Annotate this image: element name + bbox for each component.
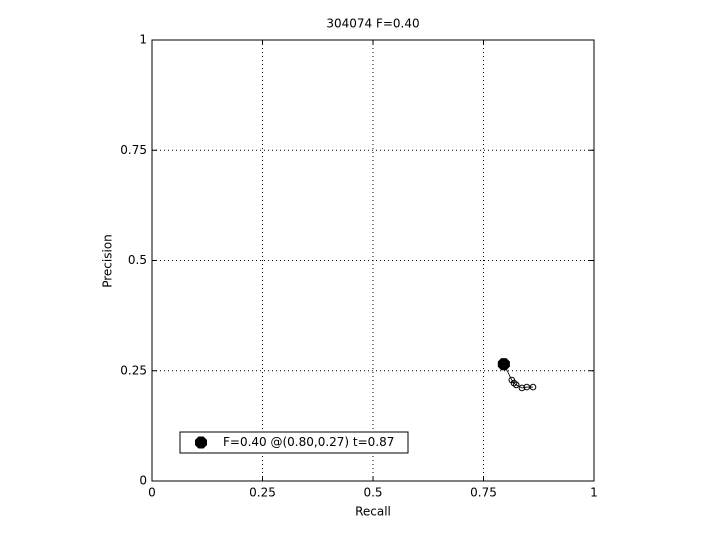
chart-title: 304074 F=0.40	[326, 17, 419, 31]
point	[523, 383, 531, 391]
best-point	[497, 358, 510, 371]
point	[512, 381, 520, 389]
x-axis-label: Recall	[355, 505, 391, 519]
plot-frame	[151, 39, 595, 482]
y-tick-label: 0	[139, 474, 147, 488]
y-tick-label: 0.75	[120, 143, 147, 157]
y-tick-label: 0.5	[128, 253, 147, 267]
y-axis-label: Precision	[101, 234, 115, 288]
point	[518, 384, 526, 392]
point	[529, 383, 537, 391]
x-tick-label: 0	[148, 486, 156, 500]
x-tick-label: 1	[590, 486, 598, 500]
x-tick-label: 0.75	[470, 486, 497, 500]
y-tick-label: 1	[139, 33, 147, 47]
legend-marker	[195, 436, 207, 449]
x-tick-label: 0.5	[363, 486, 382, 500]
legend-label: F=0.40 @(0.80,0.27) t=0.87	[223, 435, 394, 449]
legend-box	[179, 431, 409, 454]
x-tick-label: 0.25	[249, 486, 276, 500]
y-tick-label: 0.25	[120, 363, 147, 377]
